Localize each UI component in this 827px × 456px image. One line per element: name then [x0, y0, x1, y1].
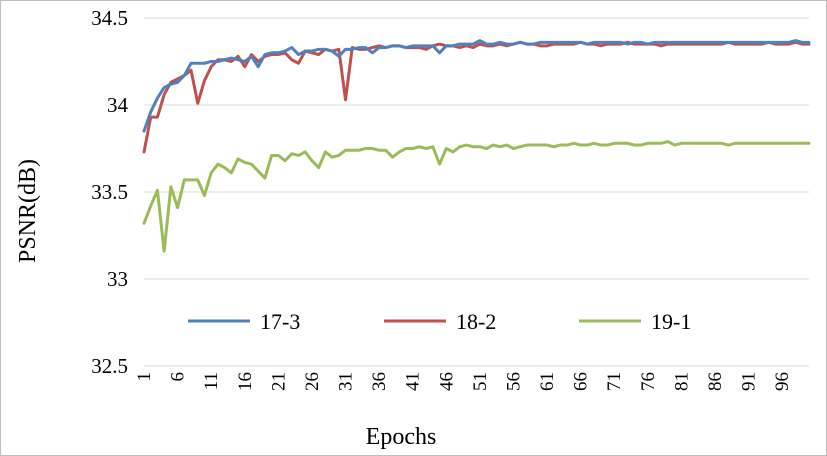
x-tick-label: 51 — [470, 372, 491, 391]
x-tick-label: 76 — [638, 372, 659, 391]
x-tick-label: 16 — [235, 372, 256, 391]
y-axis-ticks: 32.5 33 33.5 34 34.5 — [91, 6, 128, 378]
x-axis-label: Epochs — [366, 424, 437, 450]
x-tick-label: 11 — [201, 372, 222, 390]
x-tick-label: 1 — [134, 372, 155, 382]
y-tick-label: 33 — [107, 267, 128, 291]
x-tick-label: 46 — [436, 372, 457, 391]
y-tick-label: 32.5 — [91, 354, 128, 378]
x-tick-label: 81 — [671, 372, 692, 391]
legend-label-18-2: 18-2 — [456, 309, 496, 334]
series-line-17-3 — [142, 39, 811, 133]
y-tick-label: 34 — [107, 93, 129, 117]
y-tick-label: 33.5 — [91, 180, 128, 204]
x-tick-label: 61 — [537, 372, 558, 391]
x-tick-label: 41 — [403, 372, 424, 391]
series-line-18-2 — [142, 40, 811, 154]
gridlines — [144, 17, 809, 367]
x-tick-label: 91 — [739, 372, 760, 391]
series-lines — [142, 39, 811, 253]
x-tick-label: 26 — [302, 372, 323, 391]
legend-label-19-1: 19-1 — [651, 309, 691, 334]
x-tick-label: 96 — [772, 372, 793, 391]
y-tick-label: 34.5 — [91, 6, 128, 30]
y-axis-label: PSNR(dB) — [15, 159, 41, 263]
legend-label-17-3: 17-3 — [260, 309, 300, 334]
x-tick-label: 56 — [503, 372, 524, 391]
x-tick-label: 71 — [604, 372, 625, 391]
x-tick-label: 21 — [268, 372, 289, 391]
legend: 17-3 18-2 19-1 — [188, 309, 691, 334]
x-tick-label: 31 — [336, 372, 357, 391]
series-line-19-1 — [142, 140, 811, 253]
x-tick-label: 86 — [705, 372, 726, 391]
x-axis-ticks: 1 6 11 16 21 26 31 36 41 46 51 56 61 66 71 76 81 86 91 96 — [134, 372, 793, 391]
x-tick-label: 66 — [571, 372, 592, 391]
x-tick-label: 36 — [369, 372, 390, 391]
x-tick-label: 6 — [168, 372, 189, 382]
